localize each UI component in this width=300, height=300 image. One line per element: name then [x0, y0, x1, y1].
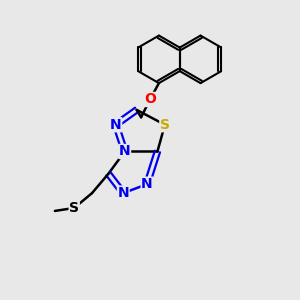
Text: N: N — [110, 118, 122, 132]
Text: N: N — [119, 145, 130, 158]
Text: N: N — [141, 177, 153, 191]
Text: S: S — [69, 201, 79, 215]
Text: S: S — [160, 118, 170, 132]
Text: O: O — [144, 92, 156, 106]
Text: N: N — [117, 186, 129, 200]
